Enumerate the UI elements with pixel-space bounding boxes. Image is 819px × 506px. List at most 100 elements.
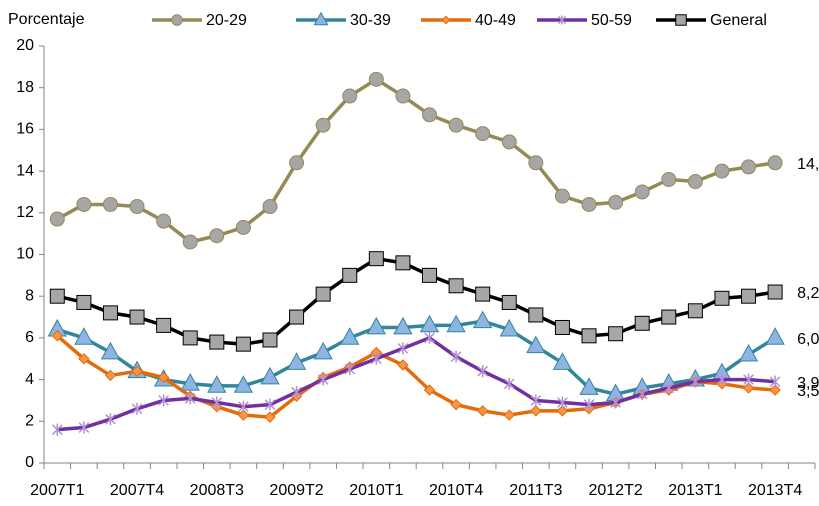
marker bbox=[769, 375, 781, 388]
series-line bbox=[56, 77, 776, 244]
marker bbox=[663, 381, 675, 394]
marker bbox=[581, 328, 597, 344]
marker bbox=[393, 316, 413, 335]
marker bbox=[446, 314, 466, 333]
marker bbox=[156, 213, 172, 229]
marker bbox=[289, 155, 305, 171]
marker bbox=[49, 211, 65, 227]
marker bbox=[76, 196, 92, 212]
value-label: 3,5 bbox=[797, 383, 819, 400]
marker bbox=[78, 421, 90, 434]
marker bbox=[171, 14, 183, 26]
marker bbox=[235, 219, 251, 235]
marker bbox=[158, 394, 169, 407]
marker bbox=[233, 375, 254, 393]
legend-label: 30-39 bbox=[350, 12, 391, 29]
marker bbox=[262, 332, 278, 348]
marker bbox=[342, 88, 358, 104]
x-tick-label: 2011T3 bbox=[509, 482, 562, 499]
y-tick-label: 6 bbox=[25, 329, 34, 346]
marker bbox=[528, 155, 544, 171]
marker bbox=[238, 400, 249, 413]
marker bbox=[182, 234, 198, 250]
series-line bbox=[57, 336, 776, 432]
x-tick-label: 2010T4 bbox=[429, 482, 483, 499]
marker bbox=[313, 11, 329, 26]
marker bbox=[530, 405, 542, 417]
value-label: 3,9 bbox=[797, 375, 819, 392]
y-tick-label: 0 bbox=[25, 454, 34, 471]
marker bbox=[105, 413, 116, 426]
marker bbox=[315, 286, 331, 302]
marker bbox=[690, 375, 701, 388]
x-tick-label: 2007T4 bbox=[110, 482, 164, 499]
x-tick-label: 2013T1 bbox=[668, 482, 722, 499]
marker bbox=[581, 196, 597, 212]
value-label: 14,4 bbox=[797, 156, 819, 173]
marker bbox=[636, 388, 648, 401]
marker bbox=[237, 409, 250, 421]
marker bbox=[424, 331, 435, 344]
marker bbox=[714, 163, 730, 179]
marker bbox=[315, 117, 331, 133]
marker bbox=[499, 318, 519, 337]
marker bbox=[100, 341, 121, 360]
marker bbox=[264, 411, 276, 423]
marker bbox=[156, 317, 172, 333]
marker bbox=[368, 71, 384, 87]
marker bbox=[184, 392, 196, 405]
marker bbox=[340, 327, 360, 345]
marker bbox=[51, 423, 63, 436]
marker bbox=[473, 310, 493, 329]
marker bbox=[291, 386, 302, 399]
marker bbox=[687, 174, 703, 190]
marker bbox=[131, 365, 143, 377]
marker bbox=[675, 14, 687, 26]
series bbox=[49, 251, 783, 352]
y-tick-label: 12 bbox=[16, 204, 34, 221]
marker bbox=[129, 199, 145, 215]
marker bbox=[419, 314, 440, 333]
marker bbox=[286, 352, 307, 370]
y-tick-label: 14 bbox=[16, 162, 34, 179]
marker bbox=[131, 402, 143, 415]
marker bbox=[368, 251, 384, 267]
marker bbox=[342, 267, 358, 283]
marker bbox=[716, 373, 728, 386]
marker bbox=[475, 126, 491, 142]
legend-label: 40-49 bbox=[475, 12, 516, 29]
marker bbox=[738, 343, 759, 362]
marker bbox=[78, 353, 90, 365]
y-tick-label: 2 bbox=[25, 413, 34, 430]
marker bbox=[579, 377, 599, 395]
marker bbox=[501, 294, 517, 310]
marker bbox=[209, 228, 225, 244]
marker bbox=[477, 365, 489, 378]
legend-label: 50-59 bbox=[591, 12, 632, 29]
marker bbox=[423, 384, 436, 396]
marker bbox=[765, 327, 785, 345]
marker bbox=[49, 288, 65, 304]
marker bbox=[608, 326, 624, 342]
value-label: 6,0 bbox=[797, 331, 819, 348]
marker bbox=[207, 375, 227, 393]
marker bbox=[552, 352, 573, 370]
marker bbox=[450, 350, 462, 363]
marker bbox=[661, 309, 677, 325]
marker bbox=[503, 377, 515, 390]
marker bbox=[742, 382, 755, 394]
marker bbox=[104, 369, 117, 382]
marker bbox=[608, 194, 624, 210]
marker bbox=[441, 15, 451, 25]
marker bbox=[102, 305, 118, 321]
marker bbox=[422, 267, 437, 283]
marker bbox=[767, 284, 783, 300]
marker bbox=[260, 366, 280, 385]
legend-label: General bbox=[710, 12, 767, 29]
marker bbox=[741, 159, 757, 175]
marker bbox=[741, 288, 757, 304]
marker bbox=[102, 196, 118, 212]
series-line bbox=[56, 319, 777, 396]
marker bbox=[503, 409, 515, 421]
